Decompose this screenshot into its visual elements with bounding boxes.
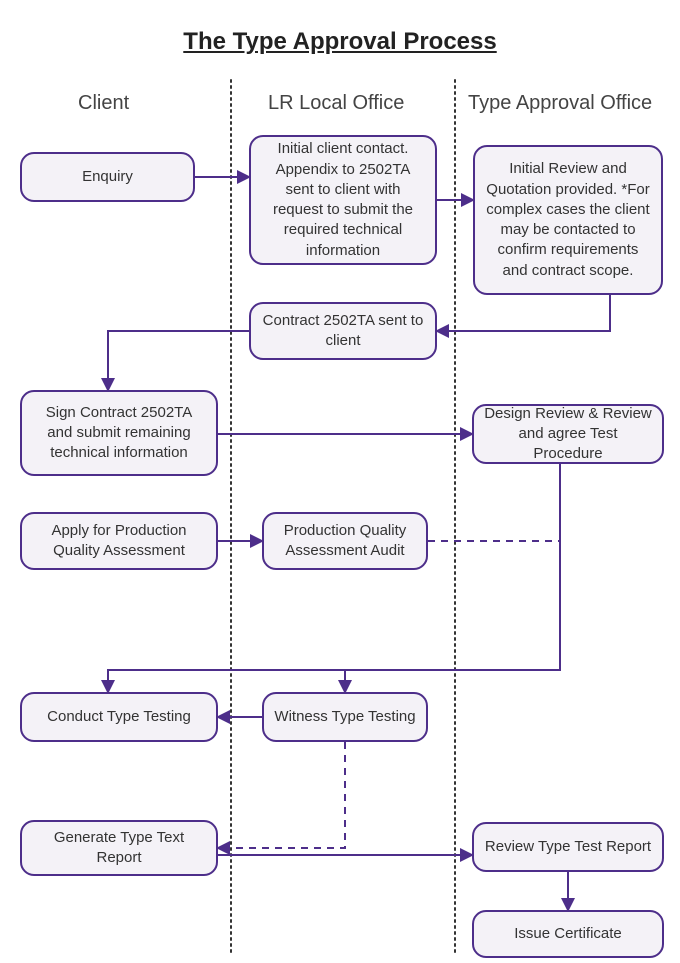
col-header-client: Client: [78, 92, 129, 115]
node-conduct: Conduct Type Testing: [20, 692, 218, 742]
col-header-local: LR Local Office: [268, 92, 404, 115]
node-sign: Sign Contract 2502TA and submit remainin…: [20, 390, 218, 476]
node-generate: Generate Type Text Report: [20, 820, 218, 876]
node-design: Design Review & Review and agree Test Pr…: [472, 404, 664, 464]
node-contract: Contract 2502TA sent to client: [249, 302, 437, 360]
page-title: The Type Approval Process: [0, 28, 680, 56]
node-audit: Production Quality Assessment Audit: [262, 512, 428, 570]
node-review: Initial Review and Quotation provided. *…: [473, 145, 663, 295]
node-apply: Apply for Production Quality Assessment: [20, 512, 218, 570]
node-initial: Initial client contact. Appendix to 2502…: [249, 135, 437, 265]
node-rreport: Review Type Test Report: [472, 822, 664, 872]
node-witness: Witness Type Testing: [262, 692, 428, 742]
node-enquiry: Enquiry: [20, 152, 195, 202]
node-issue: Issue Certificate: [472, 910, 664, 958]
col-header-tao: Type Approval Office: [468, 92, 652, 115]
